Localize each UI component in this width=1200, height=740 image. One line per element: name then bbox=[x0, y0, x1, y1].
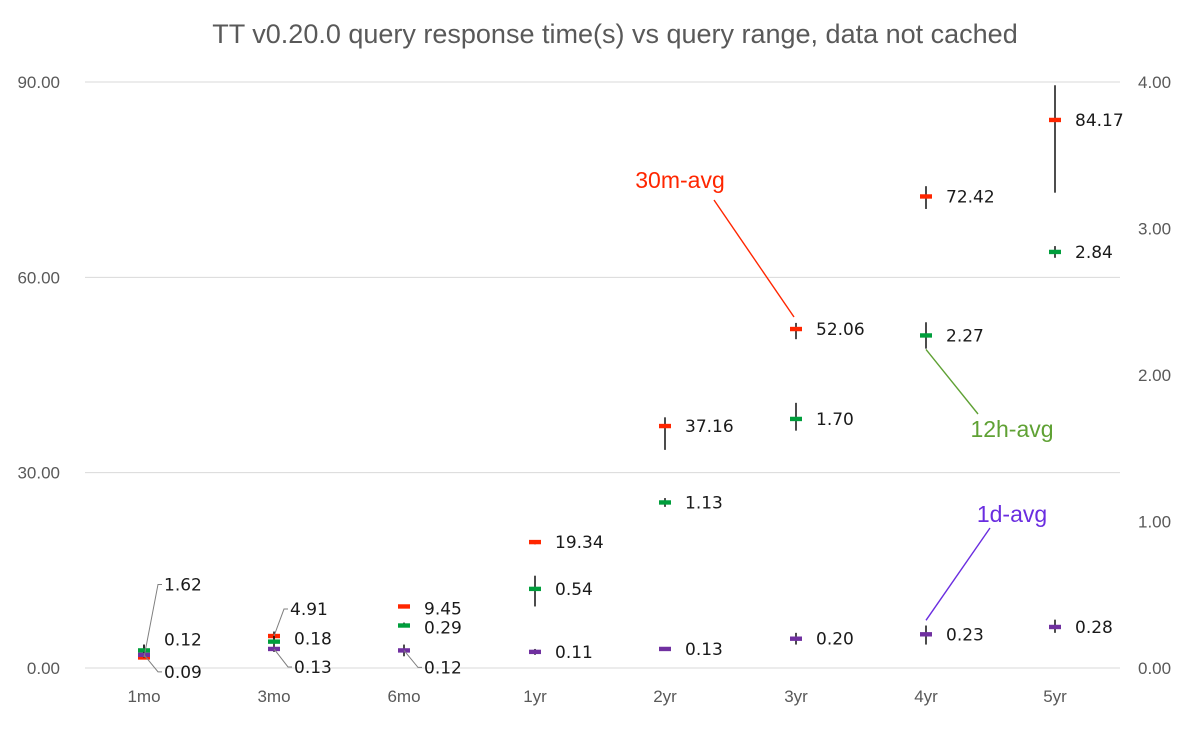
x-tick-label: 5yr bbox=[1043, 687, 1067, 706]
data-label-30m: 1.62 bbox=[164, 575, 202, 595]
label-leader-line bbox=[273, 608, 288, 637]
x-tick-label: 4yr bbox=[914, 687, 938, 706]
data-label-30m: 4.91 bbox=[290, 600, 328, 620]
point-30m bbox=[1049, 117, 1061, 123]
left-y-tick-label: 30.00 bbox=[17, 464, 60, 483]
point-30m bbox=[790, 326, 802, 332]
data-label-1d: 0.23 bbox=[946, 625, 984, 645]
right-y-tick-label: 1.00 bbox=[1138, 513, 1171, 532]
label-leader-line bbox=[143, 654, 162, 673]
data-label-1d: 0.12 bbox=[424, 658, 462, 678]
label-leader-line bbox=[403, 650, 422, 668]
point-12h bbox=[138, 648, 150, 653]
series-name-label: 1d-avg bbox=[977, 501, 1047, 527]
series-name-label: 12h-avg bbox=[970, 416, 1053, 442]
x-tick-label: 1mo bbox=[127, 687, 160, 706]
label-leader-lines bbox=[143, 583, 422, 673]
left-y-tick-label: 60.00 bbox=[17, 268, 60, 287]
right-y-tick-label: 3.00 bbox=[1138, 220, 1171, 239]
series-pointer-line bbox=[925, 349, 979, 415]
point-1d bbox=[920, 632, 932, 637]
x-tick-label: 2yr bbox=[653, 687, 677, 706]
point-12h bbox=[398, 623, 410, 628]
data-label-30m: 84.17 bbox=[1075, 111, 1124, 131]
left-y-axis-ticks: 0.00 30.00 60.00 90.00 bbox=[17, 73, 60, 678]
data-label-30m: 9.45 bbox=[424, 599, 462, 619]
data-label-12h: 0.18 bbox=[294, 630, 332, 650]
chart-title: TT v0.20.0 query response time(s) vs que… bbox=[212, 19, 1017, 49]
point-30m bbox=[920, 194, 932, 199]
x-tick-label: 6mo bbox=[387, 687, 420, 706]
data-marks bbox=[138, 85, 1061, 660]
data-labels: 1.62 4.91 9.45 19.34 37.16 52.06 72.42 84.17 0.1… bbox=[164, 111, 1124, 683]
series-name-label: 30m-avg bbox=[635, 167, 724, 193]
point-30m bbox=[398, 604, 410, 609]
x-tick-label: 1yr bbox=[523, 687, 547, 706]
right-y-tick-label: 0.00 bbox=[1138, 659, 1171, 678]
point-12h bbox=[659, 500, 671, 505]
data-label-30m: 72.42 bbox=[946, 187, 995, 207]
data-label-1d: 0.11 bbox=[555, 643, 593, 663]
series-pointer-line bbox=[925, 527, 991, 621]
data-label-12h: 1.13 bbox=[685, 493, 723, 513]
label-leader-line bbox=[143, 583, 162, 658]
data-label-12h: 1.70 bbox=[816, 410, 854, 430]
point-1d bbox=[1049, 624, 1061, 630]
point-30m bbox=[659, 423, 671, 429]
data-label-12h: 0.29 bbox=[424, 619, 462, 639]
data-label-1d: 0.13 bbox=[294, 658, 332, 678]
data-label-1d: 0.20 bbox=[816, 630, 854, 650]
point-12h bbox=[920, 333, 932, 338]
data-label-12h: 0.54 bbox=[555, 580, 593, 600]
data-label-12h: 2.84 bbox=[1075, 243, 1113, 263]
x-axis-ticks: 1mo 3mo 6mo 1yr 2yr 3yr 4yr 5yr bbox=[127, 687, 1067, 706]
data-label-1d: 0.28 bbox=[1075, 618, 1113, 638]
left-y-tick-label: 90.00 bbox=[17, 73, 60, 92]
x-tick-label: 3mo bbox=[257, 687, 290, 706]
data-label-1d: 0.09 bbox=[164, 663, 202, 683]
point-12h bbox=[268, 639, 280, 644]
data-label-1d: 0.13 bbox=[685, 640, 723, 660]
data-label-12h: 2.27 bbox=[946, 326, 984, 346]
point-12h bbox=[529, 586, 541, 592]
data-label-30m: 37.16 bbox=[685, 417, 734, 437]
data-label-30m: 19.34 bbox=[555, 533, 604, 553]
left-y-tick-label: 0.00 bbox=[27, 659, 60, 678]
point-12h bbox=[1049, 249, 1061, 255]
point-1d bbox=[659, 646, 671, 652]
point-30m bbox=[529, 539, 541, 545]
data-label-12h: 0.12 bbox=[164, 630, 202, 650]
series-annotations: 30m-avg 12h-avg 1d-avg bbox=[635, 167, 1054, 621]
point-1d bbox=[529, 649, 541, 655]
x-tick-label: 3yr bbox=[784, 687, 808, 706]
gridlines bbox=[85, 81, 1120, 669]
series-pointer-line bbox=[713, 199, 795, 318]
right-y-tick-label: 4.00 bbox=[1138, 73, 1171, 92]
right-y-axis-ticks: 0.00 1.00 2.00 3.00 4.00 bbox=[1138, 73, 1171, 678]
label-leader-line bbox=[273, 648, 292, 668]
point-12h bbox=[790, 416, 802, 422]
data-label-30m: 52.06 bbox=[816, 320, 865, 340]
right-y-tick-label: 2.00 bbox=[1138, 366, 1171, 385]
point-1d bbox=[790, 636, 802, 641]
